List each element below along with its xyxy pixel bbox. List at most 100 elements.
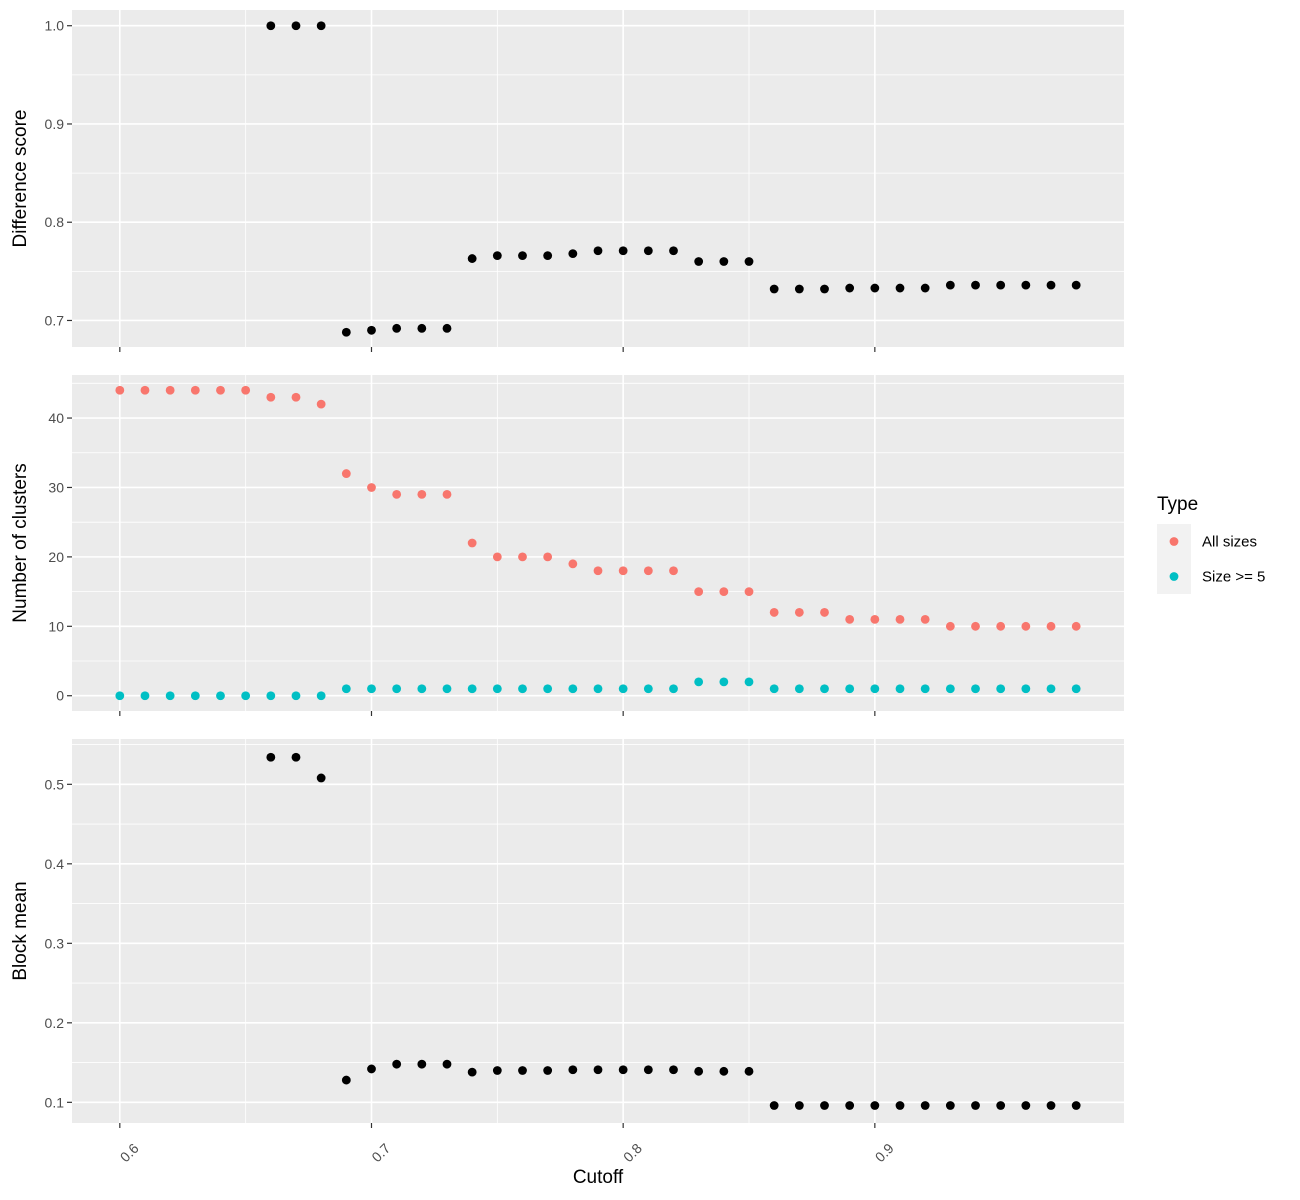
- data-point: [920, 1101, 930, 1110]
- data-point: [744, 257, 754, 266]
- data-point: [920, 283, 930, 293]
- data-point: [669, 566, 678, 576]
- panel-3: 0.1 0.2 0.3 0.4 0.5 Block mean: [10, 739, 1124, 1128]
- data-point: [568, 684, 578, 694]
- data-point: [794, 684, 804, 694]
- data-point: [971, 621, 980, 631]
- x-tick-label: 0.8: [620, 1140, 645, 1165]
- data-point: [492, 251, 502, 261]
- data-point: [341, 469, 351, 478]
- data-point: [518, 1066, 527, 1075]
- data-point: [694, 587, 704, 596]
- data-point: [467, 1067, 477, 1077]
- data-point: [870, 684, 880, 694]
- y-tick-label: 0.4: [45, 856, 65, 872]
- data-point: [643, 246, 653, 256]
- data-point: [744, 1066, 754, 1076]
- data-point: [744, 587, 754, 596]
- data-point: [266, 21, 276, 31]
- data-point: [467, 684, 477, 694]
- data-point: [1046, 684, 1056, 694]
- data-point: [543, 552, 553, 562]
- data-point: [266, 691, 276, 701]
- data-point: [291, 691, 301, 701]
- data-point: [165, 385, 175, 395]
- data-point: [593, 246, 603, 256]
- data-point: [291, 21, 301, 31]
- data-point: [367, 1064, 376, 1074]
- data-point: [442, 323, 452, 333]
- data-point: [241, 385, 251, 395]
- data-point: [794, 284, 804, 294]
- series-all-sizes: [115, 385, 1081, 631]
- data-point: [216, 385, 225, 395]
- data-point: [291, 752, 301, 762]
- data-point: [492, 552, 502, 562]
- data-point: [1021, 621, 1031, 631]
- data-point: [216, 691, 225, 701]
- legend-label: All sizes: [1202, 534, 1257, 551]
- data-point: [1021, 280, 1031, 290]
- data-point: [744, 677, 754, 687]
- data-point: [996, 1101, 1006, 1110]
- data-point: [241, 691, 251, 701]
- data-point: [643, 1065, 653, 1075]
- data-point: [367, 684, 376, 694]
- data-point: [618, 246, 628, 256]
- x-tick-label: 0.7: [368, 1140, 393, 1165]
- y-tick-label: 0.1: [45, 1094, 65, 1110]
- legend-title: Type: [1157, 494, 1198, 515]
- y-tick-label: 1.0: [45, 18, 65, 34]
- data-point: [1071, 684, 1081, 694]
- data-point: [417, 1059, 427, 1069]
- data-point: [895, 1101, 905, 1110]
- data-point: [618, 684, 628, 694]
- data-point: [593, 566, 603, 576]
- data-point: [518, 251, 527, 261]
- data-point: [316, 399, 326, 409]
- data-point: [820, 684, 829, 694]
- data-point: [945, 280, 955, 290]
- data-point: [769, 608, 779, 617]
- data-point: [669, 684, 678, 694]
- data-point: [165, 691, 175, 701]
- data-point: [417, 323, 427, 333]
- data-point: [518, 552, 527, 562]
- data-point: [895, 684, 905, 694]
- data-point: [971, 280, 980, 290]
- data-point: [543, 684, 553, 694]
- data-point: [190, 385, 200, 395]
- data-point: [719, 677, 729, 687]
- data-point: [618, 566, 628, 576]
- legend-label: Size >= 5: [1202, 569, 1265, 586]
- data-point: [945, 621, 955, 631]
- x-axis: 0.6 0.7 0.8 0.9: [117, 1140, 897, 1165]
- y-axis-title: Number of clusters: [10, 463, 31, 622]
- data-point: [316, 21, 326, 31]
- legend-entry: Size >= 5: [1157, 559, 1265, 594]
- data-point: [920, 684, 930, 694]
- data-point: [442, 1059, 452, 1069]
- y-tick-label: 30: [48, 479, 64, 495]
- legend: Type All sizes Size >= 5: [1157, 494, 1265, 594]
- x-tick-label: 0.9: [872, 1140, 897, 1165]
- data-point: [266, 752, 276, 762]
- data-point: [190, 691, 200, 701]
- data-point: [115, 691, 125, 701]
- data-point: [618, 1065, 628, 1075]
- data-point: [316, 773, 326, 783]
- data-point: [694, 257, 704, 266]
- data-point: [895, 614, 905, 624]
- data-point: [643, 566, 653, 576]
- data-point: [1046, 621, 1056, 631]
- legend-key-marker: [1169, 537, 1179, 546]
- data-point: [1021, 684, 1031, 694]
- data-point: [719, 1066, 729, 1076]
- data-point: [392, 684, 402, 694]
- y-tick-label: 10: [48, 618, 64, 634]
- y-tick-label: 40: [48, 410, 64, 426]
- data-point: [417, 490, 427, 499]
- data-point: [845, 684, 855, 694]
- data-point: [140, 385, 150, 395]
